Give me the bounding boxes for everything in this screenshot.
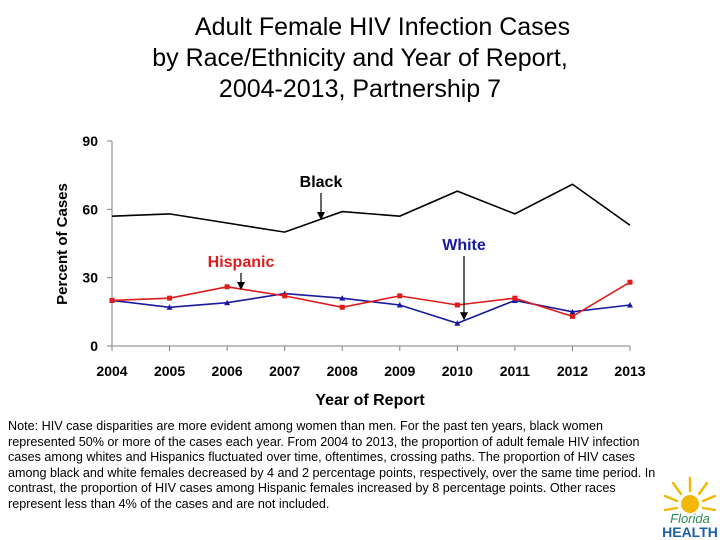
title-line-3: 2004-2013, Partnership 7: [218, 75, 502, 103]
data-point-hispanic: [282, 293, 288, 299]
annotation-arrowhead-white: [460, 312, 468, 321]
y-tick-label: 60: [82, 201, 98, 217]
data-point-hispanic: [109, 297, 115, 303]
data-point-hispanic: [339, 304, 345, 310]
data-point-white: [627, 302, 633, 308]
data-point-hispanic: [454, 302, 460, 308]
x-tick-label: 2009: [384, 363, 415, 379]
chart-series: [109, 183, 633, 326]
data-point-white: [396, 302, 403, 308]
chart-axes: 0 30 60 90 2004 2005 2006 2007 2008 2009 2010 2011 2…: [82, 133, 645, 379]
data-point-white: [339, 295, 346, 301]
y-tick-label: 30: [82, 270, 98, 286]
series-line-hispanic: [111, 281, 631, 318]
logo-text-health: HEALTH: [662, 524, 718, 540]
data-point-hispanic: [397, 293, 403, 299]
chart-annotations: Black White Hispanic: [208, 174, 486, 321]
x-tick-label: 2013: [614, 363, 645, 379]
data-point-white: [454, 320, 461, 326]
data-point-hispanic: [512, 295, 518, 301]
line-chart: 0 30 60 90 2004 2005 2006 2007 2008 2009 2010 2011 2…: [54, 133, 646, 409]
data-point-hispanic: [627, 279, 633, 285]
annotation-arrowhead-black: [317, 212, 325, 220]
sun-icon: [663, 476, 717, 513]
y-axis-label: Percent of Cases: [54, 183, 71, 305]
x-axis-label: Year of Report: [315, 392, 425, 409]
data-point-white: [166, 304, 173, 310]
x-tick-label: 2008: [327, 363, 358, 379]
x-tick-label: 2005: [154, 363, 185, 379]
y-tick-label: 0: [90, 338, 98, 354]
annotation-label-black: Black: [300, 174, 343, 191]
annotation-arrowhead-hispanic: [237, 282, 245, 290]
annotation-label-white: White: [442, 237, 486, 254]
y-tick-label: 90: [82, 133, 98, 149]
series-line-white: [111, 292, 631, 325]
x-tick-label: 2011: [500, 363, 531, 379]
logo-text-florida: Florida: [670, 511, 710, 526]
x-tick-label: 2010: [442, 363, 473, 379]
title-line-2: by Race/Ethnicity and Year of Report,: [152, 44, 568, 72]
annotation-label-hispanic: Hispanic: [208, 254, 275, 271]
x-tick-label: 2007: [269, 363, 300, 379]
series-line-black: [111, 183, 631, 233]
data-point-white: [224, 299, 231, 306]
data-point-hispanic: [224, 284, 230, 290]
florida-health-logo: Florida HEALTH: [662, 476, 718, 540]
data-point-hispanic: [569, 313, 575, 319]
x-tick-label: 2006: [212, 363, 243, 379]
data-point-hispanic: [167, 295, 173, 301]
data-point-white: [569, 308, 576, 315]
x-tick-label: 2012: [557, 363, 588, 379]
chart-title: Adult Female HIV Infection Cases by Race…: [60, 12, 660, 105]
x-tick-label: 2004: [96, 363, 127, 379]
title-line-1: Adult Female HIV Infection Cases: [194, 13, 571, 41]
note-text: Note: HIV case disparities are more evid…: [8, 419, 656, 511]
